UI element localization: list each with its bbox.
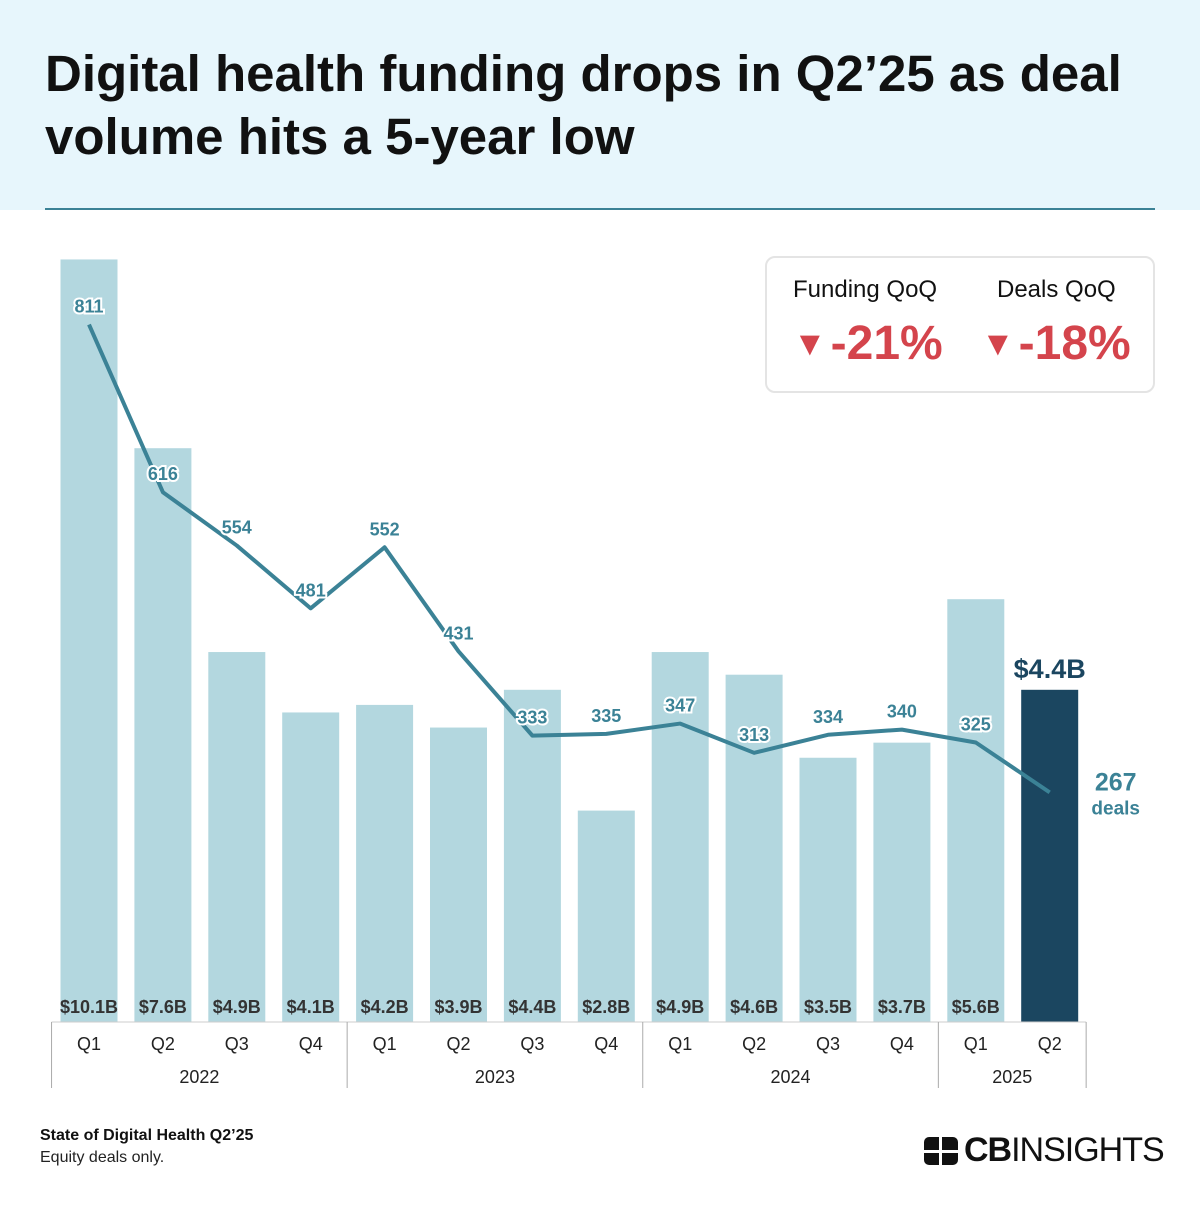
year-label: 2023	[475, 1067, 515, 1087]
kpi-funding: Funding QoQ ▼-21%	[793, 276, 943, 371]
quarter-tick: Q2	[742, 1034, 766, 1054]
funding-bar	[60, 259, 118, 1022]
quarter-tick: Q4	[594, 1034, 618, 1054]
deals-line	[87, 323, 1051, 795]
kpi-label: Funding QoQ	[793, 276, 938, 303]
kpi-value: -21%	[830, 317, 943, 370]
year-label: 2024	[771, 1067, 811, 1087]
page-title: Digital health funding drops in Q2’25 as…	[45, 45, 1122, 165]
funding-label: $4.6B	[730, 997, 778, 1017]
kpi-label: Deals QoQ	[997, 276, 1116, 303]
deals-label: 335	[591, 706, 621, 726]
funding-label: $3.7B	[878, 997, 926, 1017]
funding-bar	[282, 712, 340, 1022]
funding-label: $4.9B	[213, 997, 261, 1017]
funding-bar	[503, 689, 561, 1022]
quarter-tick: Q3	[225, 1034, 249, 1054]
deals-label: 347	[665, 696, 695, 716]
funding-label-highlight: $4.4B	[1014, 654, 1086, 684]
deals-label: 333	[517, 708, 547, 728]
funding-label: $5.6B	[952, 997, 1000, 1017]
logo: CB INSIGHTS	[924, 1131, 1165, 1170]
deals-label: 554	[222, 518, 252, 538]
funding-label: $4.1B	[287, 997, 335, 1017]
quarter-tick: Q1	[77, 1034, 101, 1054]
source-label: State of Digital Health Q2’25	[40, 1127, 254, 1144]
funding-label: $2.8B	[582, 997, 630, 1017]
deals-label: 313	[739, 725, 769, 745]
deals-label: 552	[370, 519, 400, 539]
year-label: 2022	[179, 1067, 219, 1087]
funding-label: $4.4B	[508, 997, 556, 1017]
funding-bar	[430, 727, 487, 1022]
funding-bar	[947, 599, 1005, 1022]
deals-label: 325	[961, 715, 991, 735]
deals-label: 616	[148, 464, 178, 484]
funding-label: $3.9B	[434, 997, 482, 1017]
funding-bar	[725, 674, 783, 1022]
funding-bar	[651, 652, 709, 1022]
quarter-tick: Q1	[964, 1034, 988, 1054]
quarter-tick: Q1	[668, 1034, 692, 1054]
deals-label: 334	[813, 707, 843, 727]
funding-bar	[134, 448, 192, 1022]
quarter-tick: Q2	[446, 1034, 470, 1054]
deals-suffix: deals	[1091, 798, 1140, 819]
triangle-down-icon: ▼	[793, 325, 827, 363]
deals-label: 267	[1095, 768, 1137, 796]
year-label: 2025	[992, 1067, 1032, 1087]
deals-label: 481	[296, 580, 326, 600]
deals-label: 431	[443, 623, 473, 643]
funding-bar	[799, 757, 857, 1022]
kpi-deals: Deals QoQ ▼-18%	[981, 276, 1131, 371]
funding-label: $10.1B	[60, 997, 118, 1017]
kpi-box: Funding QoQ ▼-21% Deals QoQ ▼-18%	[765, 256, 1155, 393]
quarter-tick: Q2	[1038, 1034, 1062, 1054]
quarter-tick: Q4	[890, 1034, 914, 1054]
funding-bar	[208, 652, 266, 1022]
deals-label: 340	[887, 702, 917, 722]
quarter-tick: Q3	[816, 1034, 840, 1054]
logo-icon	[924, 1136, 958, 1165]
quarter-tick: Q2	[151, 1034, 175, 1054]
quarter-tick: Q3	[520, 1034, 544, 1054]
header	[0, 0, 1200, 210]
kpi-value: -18%	[1018, 317, 1131, 370]
funding-label: $7.6B	[139, 997, 187, 1017]
quarter-tick: Q1	[373, 1034, 397, 1054]
funding-label: $4.2B	[361, 997, 409, 1017]
funding-bar	[1021, 689, 1079, 1022]
divider	[45, 208, 1155, 210]
funding-bar	[873, 742, 931, 1022]
deals-label: 811	[74, 297, 103, 317]
funding-label: $4.9B	[656, 997, 704, 1017]
note-label: Equity deals only.	[40, 1149, 165, 1166]
funding-bar	[356, 704, 414, 1022]
funding-label: $3.5B	[804, 997, 852, 1017]
triangle-down-icon: ▼	[981, 325, 1015, 363]
quarter-tick: Q4	[299, 1034, 323, 1054]
funding-bar	[577, 810, 635, 1022]
